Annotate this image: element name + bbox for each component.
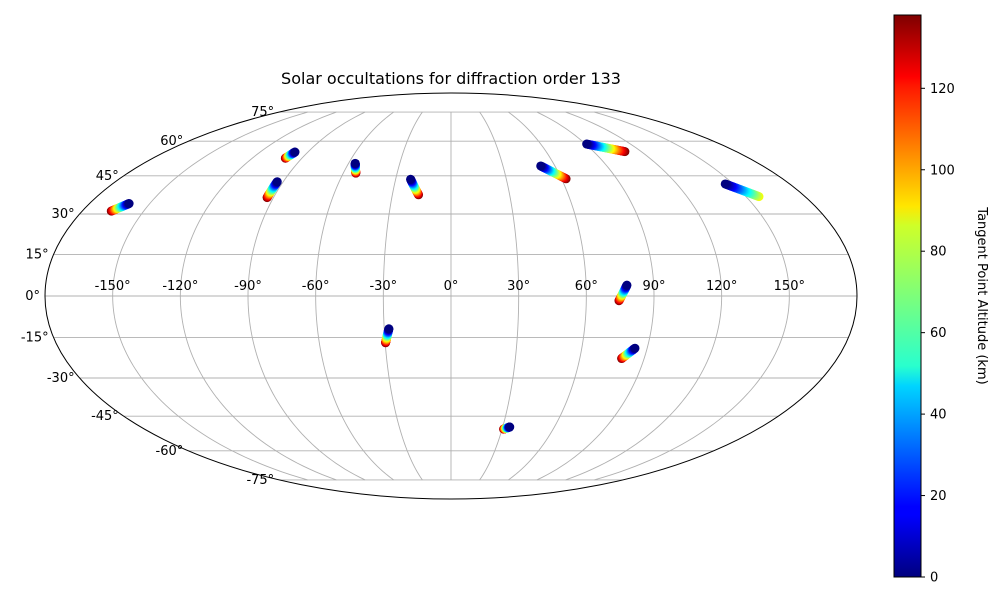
colorbar-tick-label: 60 <box>930 326 947 341</box>
longitude-tick-label: -150° <box>95 279 131 294</box>
colorbar-tick-label: 20 <box>930 489 947 504</box>
occultation-point <box>350 158 360 168</box>
longitude-tick-label: -60° <box>302 279 330 294</box>
longitude-tick-label: 60° <box>575 279 598 294</box>
occultation-point <box>290 147 300 157</box>
longitude-gridline <box>315 111 394 481</box>
latitude-tick-label: 15° <box>26 247 49 262</box>
longitude-gridline <box>112 111 308 481</box>
longitude-gridline <box>508 111 587 481</box>
occultation-point <box>124 199 134 209</box>
occultation-point <box>272 177 282 187</box>
colorbar: 0 20 40 60 80 100 120 Tangent Point Altitude (… <box>893 14 989 586</box>
latitude-tick-label: 60° <box>160 134 183 149</box>
colorbar-tick-label: 40 <box>930 408 947 423</box>
longitude-gridline <box>247 111 366 481</box>
map-outline <box>44 92 858 500</box>
latitude-tick-label: -15° <box>21 331 49 346</box>
longitude-tick-label: -90° <box>234 279 262 294</box>
colorbar-gradient <box>893 14 922 578</box>
chart-title: Solar occultations for diffraction order… <box>281 69 621 88</box>
longitude-tick-label: 90° <box>642 279 665 294</box>
latitude-tick-label: 30° <box>52 207 75 222</box>
occultation-points <box>106 139 764 434</box>
longitude-tick-label: 150° <box>774 279 805 294</box>
longitude-tick-label: -30° <box>369 279 397 294</box>
longitude-gridline <box>536 111 655 481</box>
latitude-tick-label: -75° <box>246 473 274 488</box>
occultation-point <box>406 174 416 184</box>
occultation-point <box>630 343 640 353</box>
occultation-point <box>536 161 546 171</box>
colorbar-ticks: 0 20 40 60 80 100 120 <box>921 82 955 586</box>
latitude-tick-label: -60° <box>156 444 184 459</box>
longitude-gridline <box>382 111 423 481</box>
colorbar-tick-label: 100 <box>930 163 955 178</box>
occultation-point <box>505 422 515 432</box>
occultation-point <box>720 179 730 189</box>
colorbar-tick-label: 80 <box>930 245 947 260</box>
colorbar-tick-label: 0 <box>930 571 938 586</box>
longitude-tick-label: 0° <box>444 279 459 294</box>
longitude-gridline <box>179 111 337 481</box>
longitude-tick-label: 120° <box>706 279 737 294</box>
latitude-tick-label: -30° <box>47 371 75 386</box>
occultation-point <box>582 139 592 149</box>
graticule <box>45 111 857 481</box>
latitude-tick-label: 75° <box>251 105 274 120</box>
colorbar-label: Tangent Point Altitude (km) <box>974 206 989 384</box>
latitude-tick-label: 0° <box>25 289 40 304</box>
occultation-point <box>384 324 394 334</box>
longitude-tick-labels: -150° -120° -90° -60° -30° 0° 30° 60° 90° 120° 150… <box>95 279 805 294</box>
latitude-tick-label: -45° <box>91 409 119 424</box>
longitude-gridline <box>565 111 723 481</box>
longitude-tick-label: 30° <box>507 279 530 294</box>
latitude-tick-label: 45° <box>96 169 119 184</box>
latitude-tick-labels: 75° 60° 45° 30° 15° 0° -15° -30° -45° -60° -75° <box>21 105 274 488</box>
occultation-point <box>622 280 632 290</box>
colorbar-tick-label: 120 <box>930 82 955 97</box>
longitude-tick-label: -120° <box>162 279 198 294</box>
longitude-gridline <box>594 111 790 481</box>
